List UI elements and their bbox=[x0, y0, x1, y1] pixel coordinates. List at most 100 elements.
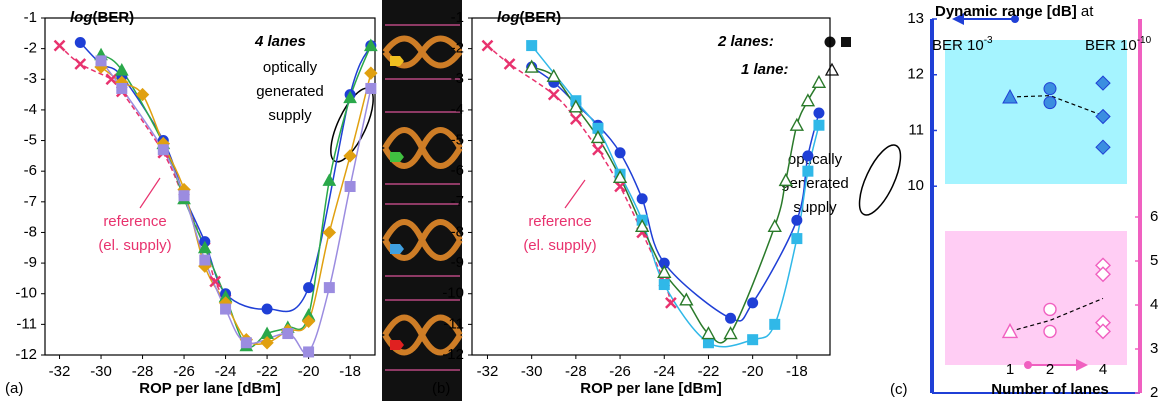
data-point bbox=[770, 319, 780, 329]
x-tick-label: 1 bbox=[1006, 361, 1014, 378]
data-point bbox=[1044, 97, 1056, 109]
data-point bbox=[593, 145, 603, 155]
y-tick-label: -2 bbox=[451, 40, 464, 57]
x-tick-label: -30 bbox=[90, 363, 112, 380]
caption-part: -10 bbox=[1137, 35, 1152, 46]
annotation: (el. supply) bbox=[523, 237, 596, 254]
data-point bbox=[179, 191, 189, 201]
x-axis-label: ROP per lane [dBm] bbox=[580, 380, 721, 397]
data-point bbox=[792, 234, 802, 244]
highlight-region bbox=[945, 40, 1127, 184]
data-point bbox=[324, 283, 334, 293]
y2-tick-label: 2 bbox=[1150, 384, 1158, 401]
annotation: 2 lanes: bbox=[717, 33, 774, 50]
data-point bbox=[1044, 303, 1056, 315]
data-point bbox=[726, 313, 736, 323]
data-point bbox=[548, 70, 560, 81]
x-tick-label: -18 bbox=[786, 363, 808, 380]
y-tick-label: -1 bbox=[451, 9, 464, 26]
y-axis-label-part: (BER) bbox=[93, 9, 135, 26]
y-tick-label: -6 bbox=[451, 162, 464, 179]
y-tick-label: -12 bbox=[442, 346, 464, 363]
y-tick-label: -9 bbox=[24, 254, 37, 271]
data-point bbox=[366, 83, 376, 93]
x-tick-label: 2 bbox=[1046, 361, 1054, 378]
x-tick-label: -22 bbox=[698, 363, 720, 380]
y-tick-label: -3 bbox=[24, 70, 37, 87]
title-part: at bbox=[1077, 3, 1095, 20]
y-tick-label: -5 bbox=[451, 132, 464, 149]
x-tick-label: 4 bbox=[1099, 361, 1107, 378]
x-tick-label: -28 bbox=[565, 363, 587, 380]
y-tick-label: 10 bbox=[907, 177, 924, 194]
x-tick-label: -24 bbox=[215, 363, 237, 380]
fit-line bbox=[532, 46, 819, 347]
y-tick-label: -11 bbox=[443, 315, 464, 332]
caption-part: BER 10 bbox=[932, 37, 984, 54]
y-tick-label: -3 bbox=[451, 70, 464, 87]
figure: 4 lanes optically generated supply refer… bbox=[0, 0, 1172, 401]
x-axis-label: Number of lanes bbox=[991, 381, 1109, 398]
y-axis-label: log(BER) bbox=[70, 9, 134, 26]
y2-tick-label: 4 bbox=[1150, 296, 1158, 313]
data-point bbox=[748, 335, 758, 345]
y2-tick-label: 6 bbox=[1150, 208, 1158, 225]
x-tick-label: -28 bbox=[132, 363, 154, 380]
y-tick-label: -7 bbox=[451, 193, 464, 210]
data-point bbox=[304, 347, 314, 357]
data-point bbox=[117, 83, 127, 93]
panel-label: (c) bbox=[890, 381, 908, 398]
data-point bbox=[344, 150, 356, 162]
y2-tick-label: 3 bbox=[1150, 340, 1158, 357]
y-tick-label: -8 bbox=[451, 223, 464, 240]
data-point bbox=[803, 151, 813, 161]
data-point bbox=[814, 108, 824, 118]
y-tick-label: -4 bbox=[24, 101, 37, 118]
annotation: reference bbox=[528, 213, 591, 230]
data-point bbox=[814, 120, 824, 130]
annotation: optically bbox=[788, 151, 843, 168]
y-tick-label: -9 bbox=[451, 254, 464, 271]
data-point bbox=[200, 255, 210, 265]
data-point bbox=[813, 76, 825, 87]
y-tick-label: 13 bbox=[907, 10, 924, 27]
data-point bbox=[1044, 325, 1056, 337]
legend-symbol bbox=[841, 37, 851, 47]
x-tick-label: -26 bbox=[609, 363, 631, 380]
data-point bbox=[304, 283, 314, 293]
data-point bbox=[75, 38, 85, 48]
x-tick-label: -32 bbox=[49, 363, 71, 380]
caption-part: BER 10 bbox=[1085, 37, 1137, 54]
chart-title: Dynamic range [dB] at bbox=[935, 3, 1094, 20]
y-tick-label: 11 bbox=[908, 121, 924, 138]
annotation: 4 lanes bbox=[254, 33, 306, 50]
title-part: Dynamic range [dB] bbox=[935, 3, 1077, 20]
y-axis-label-part: log bbox=[497, 9, 520, 26]
x-tick-label: -26 bbox=[173, 363, 195, 380]
legend-symbol bbox=[826, 64, 838, 75]
y-tick-label: -10 bbox=[442, 285, 464, 302]
x-tick-label: -24 bbox=[653, 363, 675, 380]
x-tick-label: -30 bbox=[521, 363, 543, 380]
data-point bbox=[241, 338, 251, 348]
annotation: (el. supply) bbox=[98, 237, 171, 254]
data-point bbox=[527, 41, 537, 51]
annotation: reference bbox=[103, 213, 166, 230]
fit-line bbox=[487, 46, 670, 303]
y-tick-label: -5 bbox=[24, 132, 37, 149]
panel-label: (a) bbox=[5, 380, 23, 397]
y-tick-label: -4 bbox=[451, 101, 464, 118]
annotation-pointer bbox=[565, 180, 585, 208]
data-point bbox=[803, 166, 813, 176]
data-point bbox=[637, 194, 647, 204]
y-tick-label: -6 bbox=[24, 162, 37, 179]
data-point bbox=[345, 182, 355, 192]
data-point bbox=[1044, 83, 1056, 95]
data-point bbox=[792, 215, 802, 225]
annotation-ellipse bbox=[851, 140, 908, 221]
data-point bbox=[791, 119, 803, 130]
x-tick-label: -20 bbox=[742, 363, 764, 380]
y2-tick-label: 5 bbox=[1150, 252, 1158, 269]
y-tick-label: -7 bbox=[24, 193, 37, 210]
y-tick-label: -1 bbox=[24, 9, 37, 26]
